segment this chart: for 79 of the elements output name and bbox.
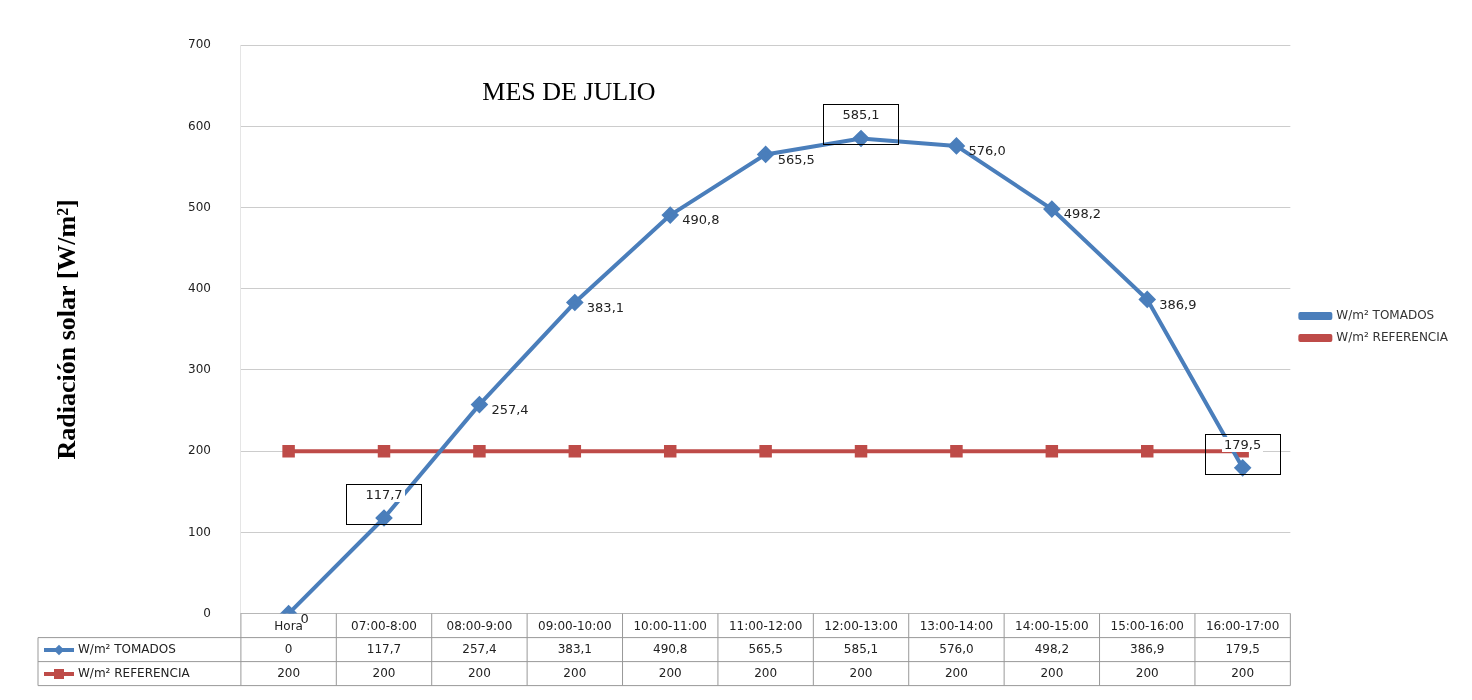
point	[759, 444, 772, 458]
text: MES DE JULIO	[482, 77, 656, 107]
y-tick-label: 700	[188, 37, 211, 52]
data-label: 200	[1231, 665, 1255, 680]
y-axis-title: Radiación solar [W/m²]	[51, 199, 81, 460]
y-tick-label: 300	[188, 362, 211, 377]
point	[1234, 459, 1251, 476]
data-label: 498,2	[1034, 641, 1070, 656]
label-frame: 117,7	[346, 484, 422, 525]
point	[854, 444, 868, 458]
data-label: 200	[467, 665, 491, 680]
x-tick-label: 15:00-16:00	[1110, 618, 1184, 633]
y-tick-label: 0	[203, 605, 211, 620]
y-tick-label: 400	[188, 280, 211, 295]
data-label: 200	[849, 665, 873, 680]
x-tick-label: 07:00-8:00	[351, 618, 417, 633]
x-tick-label: 08:00-9:00	[446, 618, 513, 633]
point	[1043, 201, 1060, 218]
data-label: 200	[1040, 665, 1064, 680]
point	[376, 510, 393, 527]
label-frame: 179,5	[1204, 433, 1281, 475]
point	[1141, 444, 1154, 458]
data-label: 117,7	[366, 641, 402, 656]
text: 565,5	[777, 151, 815, 167]
annotation: 585,1	[840, 107, 882, 123]
text: 498,2	[1063, 206, 1102, 222]
x-tick-label: 14:00-15:00	[1015, 618, 1089, 633]
data-label: 200	[658, 665, 682, 680]
point	[757, 146, 774, 163]
point	[282, 444, 295, 458]
point	[662, 207, 679, 224]
point	[566, 294, 583, 311]
point	[1139, 291, 1156, 308]
point	[377, 444, 391, 458]
text: W/m² REFERENCIA	[78, 665, 190, 680]
data-label: 179,5	[1225, 641, 1260, 656]
data-label: 565,5	[748, 641, 783, 656]
point	[663, 444, 677, 458]
point	[948, 137, 965, 154]
point	[950, 444, 963, 458]
text: 576,0	[968, 143, 1006, 159]
text: 386,9	[1159, 296, 1197, 312]
text: 490,8	[682, 212, 720, 228]
annotation: 179,5	[1222, 436, 1264, 452]
legend-label: W/m² REFERENCIA	[1336, 330, 1449, 345]
data-label: 200	[754, 665, 778, 680]
data-label: 490,8	[653, 641, 688, 656]
point	[471, 396, 488, 413]
y-tick-label: 600	[188, 118, 211, 133]
data-label: 200	[277, 665, 301, 680]
label-frame: 585,1	[823, 104, 899, 146]
legend-label: W/m² TOMADOS	[1336, 308, 1435, 323]
y-tick-label: 500	[188, 199, 211, 214]
data-label: 386,9	[1130, 641, 1165, 656]
data-label: 200	[944, 665, 968, 680]
point	[853, 130, 870, 147]
data-label: 257,4	[462, 641, 497, 656]
point	[473, 444, 486, 458]
data-label: 0	[284, 641, 293, 656]
x-tick-label: 10:00-11:00	[633, 618, 707, 633]
data-label: 200	[1135, 665, 1159, 680]
data-label: 383,1	[557, 641, 592, 656]
y-tick-label: 100	[188, 524, 211, 539]
x-tick-label: 13:00-14:00	[919, 618, 994, 633]
point	[568, 444, 582, 458]
text: 257,4	[491, 401, 529, 417]
point	[1045, 444, 1059, 458]
annotation: 117,7	[363, 487, 405, 503]
x-tick-label: 11:00-12:00	[728, 618, 803, 633]
y-tick-label: 200	[188, 443, 211, 458]
data-label: 200	[563, 665, 587, 680]
data-label: 576,0	[939, 641, 974, 656]
x-tick-label: 09:00-10:00	[538, 618, 612, 633]
x-tick-label: 12:00-13:00	[824, 618, 898, 633]
data-label: 585,1	[843, 641, 879, 656]
text: 383,1	[586, 299, 625, 315]
data-label: 200	[372, 665, 396, 680]
text: W/m² TOMADOS	[78, 641, 176, 656]
x-tick-label: 16:00-17:00	[1205, 618, 1280, 633]
